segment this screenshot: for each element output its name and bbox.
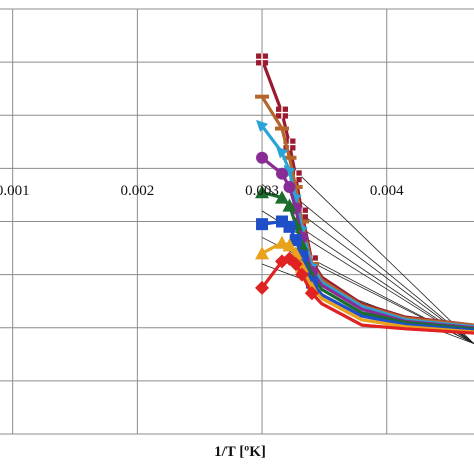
data-point-cross — [256, 53, 269, 66]
data-point — [274, 190, 289, 204]
data-point — [283, 220, 296, 233]
data-point — [282, 238, 297, 252]
data-point — [256, 119, 269, 132]
x-axis-title: 1/T [ºK] — [214, 444, 266, 460]
data-point — [283, 180, 296, 193]
data-point — [282, 155, 297, 160]
x-tick-labels: 0.001 0.002 0.003 0.004 — [0, 183, 404, 199]
x-tick-label: 0.001 — [0, 183, 30, 199]
reference-line — [295, 197, 474, 344]
data-point — [256, 218, 269, 231]
data-point — [255, 246, 270, 260]
data-point — [288, 184, 303, 189]
data-point — [288, 257, 303, 271]
data-point — [275, 167, 288, 180]
data-point — [255, 94, 270, 99]
data-point — [282, 198, 297, 212]
x-tick-label: 0.003 — [245, 183, 279, 199]
data-point — [256, 151, 269, 164]
x-tick-label: 0.004 — [370, 183, 404, 199]
series-group — [255, 53, 474, 335]
grid — [0, 8, 474, 435]
data-point — [274, 235, 289, 249]
data-point — [255, 185, 270, 199]
reference-line — [295, 170, 474, 344]
data-point — [294, 267, 309, 282]
data-point — [289, 234, 302, 247]
series-8 — [255, 251, 474, 335]
x-tick-label: 0.002 — [120, 183, 154, 199]
data-point — [304, 286, 319, 301]
data-point — [275, 146, 288, 159]
data-point-cross — [275, 106, 288, 119]
data-point — [274, 126, 289, 131]
data-point — [255, 280, 270, 295]
